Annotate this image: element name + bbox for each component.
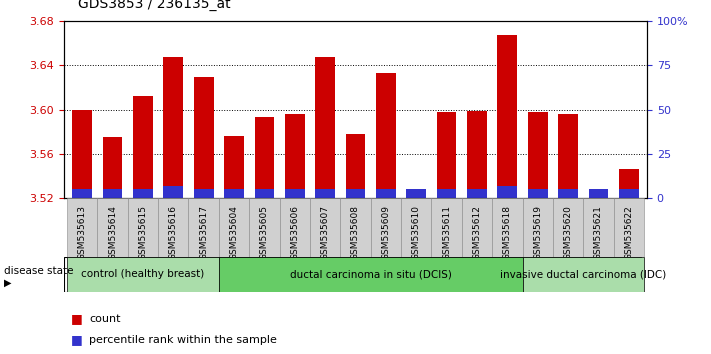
Bar [219,198,250,257]
Text: GSM535612: GSM535612 [473,205,481,260]
Text: disease state: disease state [4,266,73,276]
Bar [341,198,370,257]
Bar [285,189,304,198]
Bar [467,111,487,198]
Text: ▶: ▶ [4,278,11,288]
Text: invasive ductal carcinoma (IDC): invasive ductal carcinoma (IDC) [500,269,666,279]
Text: GSM535619: GSM535619 [533,205,542,260]
Text: GSM535618: GSM535618 [503,205,512,260]
Bar [315,189,335,198]
Bar [407,189,426,198]
Bar [224,189,244,198]
Bar [523,257,644,292]
Bar [619,170,638,198]
Bar [553,198,583,257]
Bar [188,198,219,257]
Bar [133,189,153,198]
Text: GSM535606: GSM535606 [290,205,299,260]
Bar [619,189,638,198]
Bar [614,198,644,257]
Text: GSM535611: GSM535611 [442,205,451,260]
Bar [279,198,310,257]
Bar [467,189,487,198]
Text: GSM535605: GSM535605 [260,205,269,260]
Bar [164,57,183,198]
Text: GSM535622: GSM535622 [624,205,634,260]
Text: GSM535610: GSM535610 [412,205,421,260]
Bar [461,198,492,257]
Bar [219,257,523,292]
Text: GSM535604: GSM535604 [230,205,238,260]
Text: GSM535615: GSM535615 [139,205,147,260]
Bar [73,110,92,198]
Bar [498,35,517,198]
Text: GSM535609: GSM535609 [381,205,390,260]
Bar [346,134,365,198]
Bar [589,194,609,198]
Bar [523,198,553,257]
Text: GSM535620: GSM535620 [564,205,572,260]
Bar [528,112,547,198]
Bar [589,189,609,198]
Bar [376,189,396,198]
Bar [73,189,92,198]
Text: GSM535613: GSM535613 [77,205,87,260]
Text: GSM535616: GSM535616 [169,205,178,260]
Bar [102,189,122,198]
Bar [370,198,401,257]
Bar [376,73,396,198]
Bar [492,198,523,257]
Bar [164,186,183,198]
Text: GSM535621: GSM535621 [594,205,603,260]
Bar [128,198,158,257]
Bar [133,97,153,198]
Bar [255,189,274,198]
Bar [558,114,578,198]
Bar [97,198,128,257]
Text: GSM535608: GSM535608 [351,205,360,260]
Bar [255,118,274,198]
Bar [498,186,517,198]
Bar [528,189,547,198]
Text: GSM535617: GSM535617 [199,205,208,260]
Bar [194,76,213,198]
Text: ductal carcinoma in situ (DCIS): ductal carcinoma in situ (DCIS) [290,269,451,279]
Bar [194,189,213,198]
Text: ■: ■ [71,312,83,325]
Bar [250,198,279,257]
Bar [407,189,426,198]
Text: GSM535607: GSM535607 [321,205,330,260]
Bar [315,57,335,198]
Bar [558,189,578,198]
Bar [310,198,341,257]
Bar [583,198,614,257]
Bar [346,189,365,198]
Text: GSM535614: GSM535614 [108,205,117,260]
Bar [437,112,456,198]
Bar [67,257,219,292]
Bar [224,136,244,198]
Text: GDS3853 / 236135_at: GDS3853 / 236135_at [78,0,231,11]
Bar [67,198,97,257]
Text: control (healthy breast): control (healthy breast) [81,269,205,279]
Text: count: count [89,314,120,324]
Text: ■: ■ [71,333,83,346]
Text: percentile rank within the sample: percentile rank within the sample [89,335,277,345]
Bar [432,198,461,257]
Bar [285,114,304,198]
Bar [437,189,456,198]
Bar [401,198,432,257]
Bar [102,137,122,198]
Bar [158,198,188,257]
